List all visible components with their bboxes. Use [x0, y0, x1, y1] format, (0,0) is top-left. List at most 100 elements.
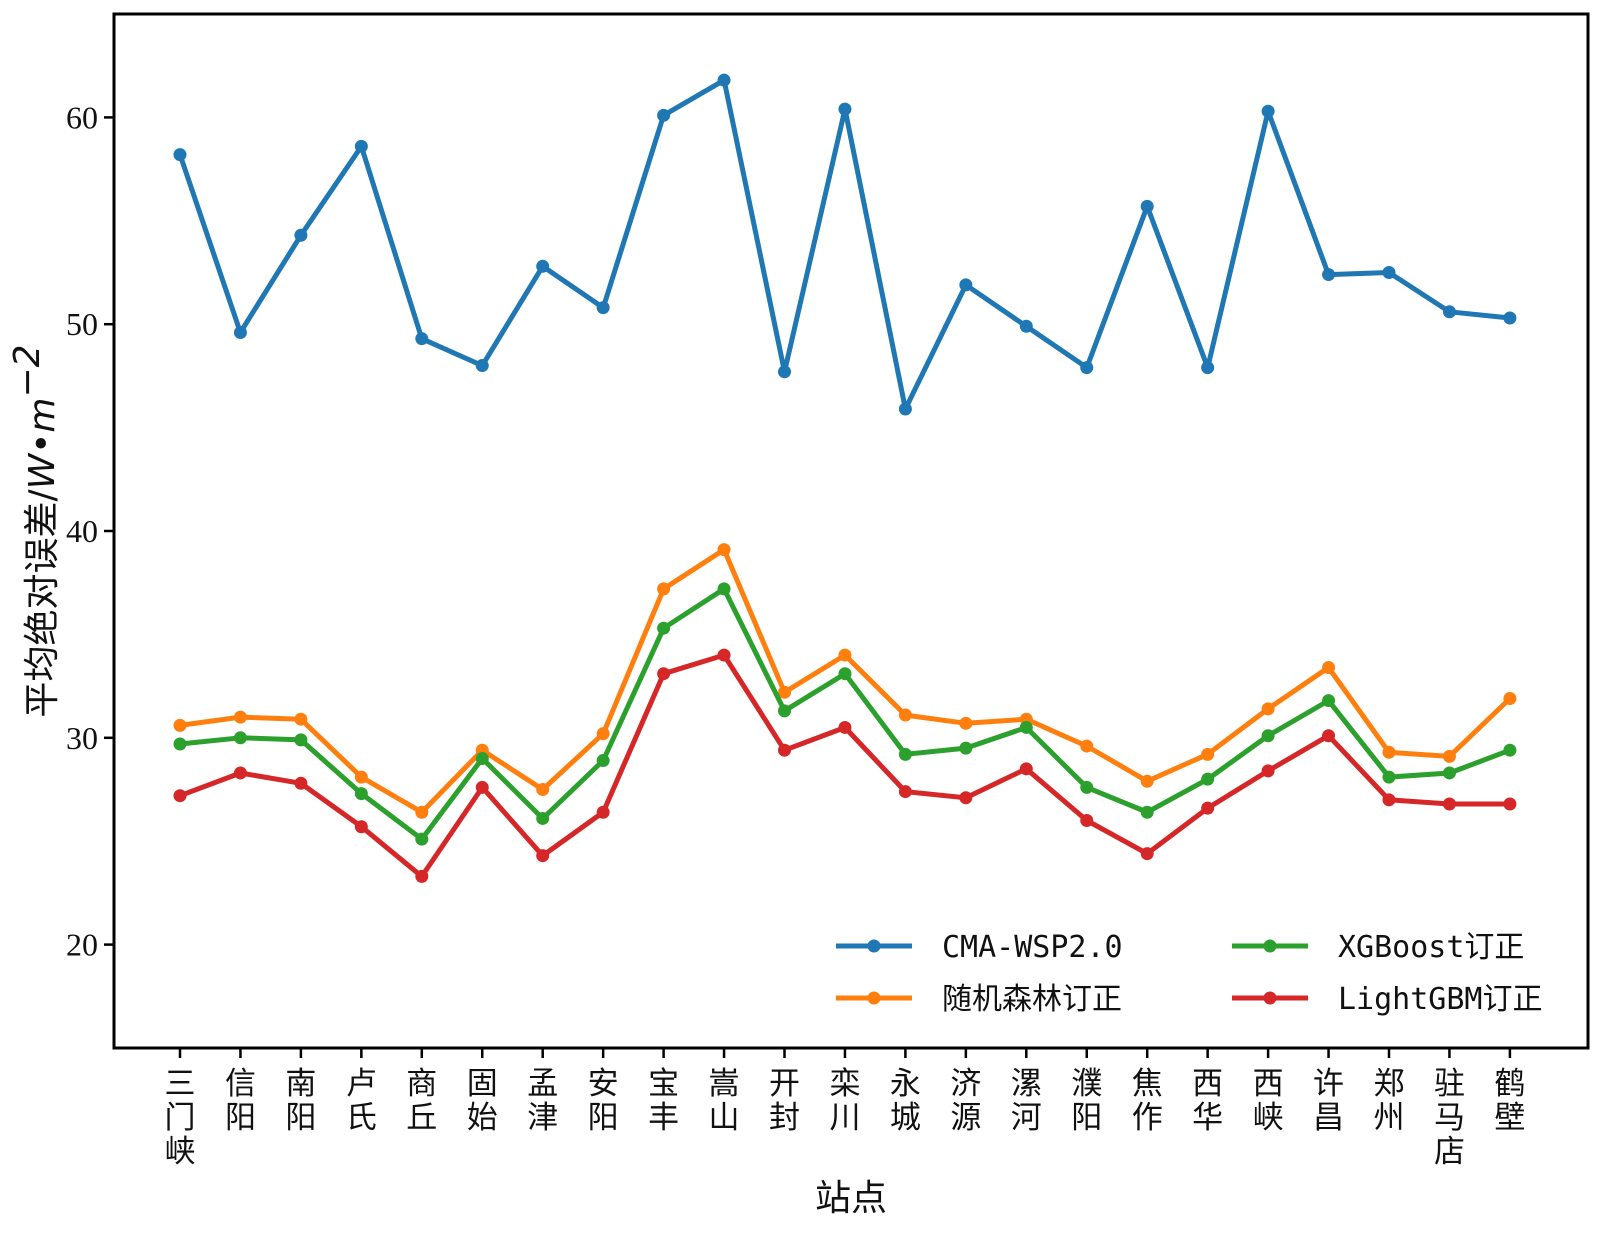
legend-label: XGBoost订正 — [1338, 930, 1524, 965]
y-axis-label-text: 平均绝对误差/ — [22, 489, 63, 718]
x-tick-label: 漯河 — [1011, 1066, 1042, 1136]
data-point — [1322, 729, 1336, 743]
data-point — [233, 731, 247, 745]
x-tick-label: 鹤壁 — [1494, 1066, 1525, 1136]
data-point — [596, 301, 610, 315]
data-point — [536, 811, 550, 825]
data-point — [959, 741, 973, 755]
data-point — [838, 648, 852, 662]
x-tick-label: 嵩山 — [709, 1066, 740, 1136]
data-point — [1322, 660, 1336, 674]
data-point — [1442, 305, 1456, 319]
data-point — [778, 704, 791, 718]
x-tick-label: 安阳 — [588, 1066, 619, 1136]
data-point — [717, 73, 731, 87]
data-point — [596, 754, 610, 768]
x-tick-label: 信阳 — [225, 1066, 256, 1136]
data-point — [657, 108, 671, 122]
data-point — [294, 733, 308, 747]
data-point — [536, 783, 550, 796]
data-point — [1442, 797, 1456, 811]
data-point — [898, 747, 912, 761]
data-point — [1382, 770, 1396, 784]
data-point — [1503, 743, 1517, 757]
data-point — [1382, 745, 1396, 759]
y-tick-label-30: 30 — [66, 720, 98, 756]
data-point — [596, 727, 610, 741]
data-point — [233, 710, 247, 724]
data-point — [415, 332, 429, 346]
data-point — [1261, 764, 1275, 778]
data-point — [354, 770, 368, 784]
data-point — [1261, 702, 1275, 716]
data-point — [536, 849, 550, 863]
data-point — [1140, 847, 1154, 861]
y-axis-unit-exponent: −2 — [7, 344, 48, 397]
x-tick-label: 驻马店 — [1434, 1066, 1465, 1170]
data-point — [657, 621, 671, 635]
data-point — [475, 751, 489, 765]
data-point — [898, 708, 912, 722]
data-point — [657, 667, 671, 681]
legend-swatch-marker — [1263, 991, 1277, 1005]
x-tick-label: 许昌 — [1313, 1066, 1344, 1136]
data-point — [1019, 762, 1033, 776]
data-point — [233, 766, 247, 780]
y-axis-ticks: 20 30 40 50 60 — [66, 99, 114, 963]
x-tick-label: 开封 — [769, 1066, 800, 1136]
data-point — [898, 785, 912, 799]
data-point — [294, 228, 308, 242]
data-point — [415, 832, 429, 846]
x-tick-label: 郑州 — [1374, 1066, 1405, 1136]
data-point — [959, 716, 973, 730]
data-point — [1322, 268, 1336, 282]
legend-label: LightGBM订正 — [1338, 982, 1543, 1017]
x-axis-ticks: 三门峡信阳南阳卢氏商丘固始孟津安阳宝丰嵩山开封栾川永城济源漯河濮阳焦作西华西峡许… — [165, 1048, 1525, 1170]
data-point — [1019, 720, 1033, 734]
data-point — [959, 278, 973, 292]
series-0 — [173, 73, 1517, 416]
data-point — [838, 667, 852, 681]
data-point — [1080, 780, 1094, 794]
data-point — [1261, 729, 1275, 743]
series-3 — [173, 648, 1517, 883]
data-point — [1201, 801, 1215, 815]
x-tick-label: 焦作 — [1132, 1066, 1163, 1136]
data-point — [1201, 772, 1215, 786]
legend: CMA-WSP2.0 随机森林订正 XGBoost订正 LightGBM订正 — [836, 930, 1543, 1017]
data-point — [596, 805, 610, 819]
legend-item: XGBoost订正 — [1232, 930, 1524, 965]
x-tick-label: 宝丰 — [648, 1066, 679, 1136]
legend-item: LightGBM订正 — [1232, 982, 1543, 1017]
data-point — [354, 139, 368, 153]
data-point — [173, 148, 187, 162]
data-point — [1442, 749, 1456, 763]
x-tick-label: 卢氏 — [346, 1066, 377, 1136]
x-tick-label: 西峡 — [1253, 1066, 1284, 1136]
data-point — [1201, 361, 1215, 375]
legend-swatch-marker — [1263, 939, 1277, 953]
plot-frame — [112, 12, 1590, 1050]
data-point — [1382, 266, 1396, 279]
data-point — [1080, 361, 1094, 375]
data-point — [717, 648, 731, 662]
data-point — [1442, 766, 1456, 780]
data-point — [838, 102, 852, 116]
y-axis-label: 平均绝对误差/W•m−2 — [7, 344, 63, 717]
data-point — [1503, 311, 1517, 325]
legend-label: CMA-WSP2.0 — [942, 930, 1123, 965]
data-point — [294, 712, 308, 726]
data-point — [294, 776, 308, 790]
data-point — [778, 365, 791, 379]
data-point — [354, 820, 368, 834]
x-axis-label: 站点 — [815, 1178, 887, 1219]
y-tick-label-40: 40 — [66, 513, 98, 549]
data-point — [475, 359, 489, 373]
data-point — [1080, 814, 1094, 828]
data-point — [657, 582, 671, 596]
data-point — [838, 720, 852, 734]
x-tick-label: 三门峡 — [165, 1066, 196, 1170]
data-point — [173, 737, 187, 751]
